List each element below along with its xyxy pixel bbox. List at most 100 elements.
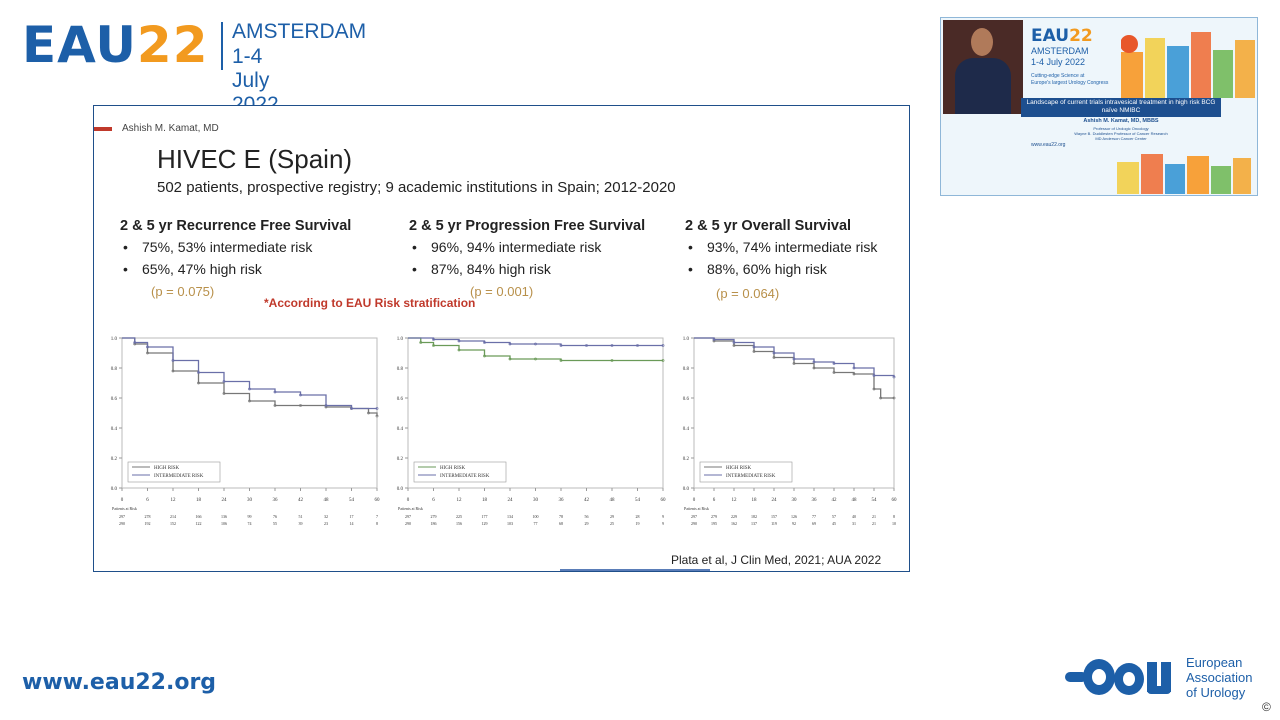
censor-mark [852,372,856,376]
x-tick-label: 42 [584,498,590,503]
censor-mark [133,341,137,344]
thumb-city: AMSTERDAM [1031,46,1089,56]
censor-mark [350,407,353,410]
speaker-video [943,20,1023,114]
x-tick-label: 36 [559,498,565,503]
censor-mark [610,359,614,362]
pfs-km-chart: 0.0 0.2 0.4 0.6 0.8 1.0 0 6 12 18 24 30 36 42 48 54 60 HI… [397,337,667,526]
y-tick-label: 0.8 [111,367,118,372]
risk-count: 122 [196,521,202,526]
x-tick-label: 30 [533,498,539,503]
km-line-intermediate-risk [694,337,895,377]
thumb-speaker-role-1: Professor of Urologic Oncology [1093,126,1149,131]
risk-count: 10 [892,521,896,526]
decorative-houses-bottom-icon [1117,154,1251,194]
y-tick-label: 0.8 [683,367,690,372]
risk-count: 8 [893,514,895,519]
risk-count: 7 [376,514,378,519]
x-tick-label: 12 [171,498,177,503]
risk-count: 8 [376,521,378,526]
censor-mark [273,404,277,407]
presentation-slide: Ashish M. Kamat, MD HIVEC E (Spain) 502 … [93,105,910,572]
accent-bar [94,127,112,131]
x-tick-label: 18 [196,498,202,503]
censor-mark [197,381,200,385]
censor-mark [483,354,486,358]
risk-count: 119 [771,521,777,526]
risk-count: 278 [145,514,151,519]
x-tick-label: 54 [872,498,878,503]
rfs-km-chart: 0.0 0.2 0.4 0.6 0.8 1.0 0 6 12 18 24 30 36 42 48 54 60 HI… [111,337,381,526]
risk-count: 28 [636,514,640,519]
censor-mark [752,350,756,353]
censor-mark [457,348,461,352]
risk-count: 21 [872,514,876,519]
legend-label: INTERMEDIATE RISK [440,474,490,479]
km-line-high-risk [122,337,378,416]
website-link[interactable]: www.eau22.org [22,670,217,695]
risk-count: 129 [482,521,488,526]
association-name-line-2: Association [1186,670,1253,685]
risk-count: 106 [221,521,227,526]
y-tick-label: 0.6 [111,397,118,402]
censor-mark [559,344,563,347]
censor-mark [432,344,435,347]
x-tick-label: 60 [661,498,667,503]
risk-count: 74 [248,521,252,526]
censor-mark [872,387,876,391]
risk-count: 103 [507,521,513,526]
speaker-head-icon [971,28,993,56]
km-line-high-risk [408,337,663,362]
x-tick-label: 0 [693,498,696,503]
y-tick-label: 0.2 [111,457,118,462]
risk-count: 214 [170,514,176,519]
risk-count: 297 [119,514,125,519]
x-tick-label: 60 [375,498,381,503]
censor-mark [812,360,816,364]
os-km-chart: 0.0 0.2 0.4 0.6 0.8 1.0 0 6 12 18 24 30 36 42 48 54 60 HI… [683,337,898,526]
x-tick-label: 48 [610,498,616,503]
x-tick-label: 30 [247,498,253,503]
risk-count: 290 [119,521,125,526]
rfs-bullet-2: 65%, 47% high risk [120,258,351,280]
risk-count: 225 [456,514,462,519]
logo-divider [221,22,223,70]
risk-count: 290 [691,521,697,526]
thumb-tagline-2: Europe's largest Urology Congress [1031,80,1109,86]
y-tick-label: 0.6 [683,397,690,402]
censor-mark [146,345,149,349]
risk-count: 40 [852,514,856,519]
y-tick-label: 0.2 [397,457,404,462]
censor-mark [585,344,588,347]
copyright-mark: © [1262,700,1271,714]
risk-count: 279 [431,514,437,519]
x-tick-label: 54 [349,498,355,503]
censor-mark [375,414,379,418]
x-tick-label: 24 [508,498,514,503]
risk-count: 76 [273,514,277,519]
censor-mark [852,366,856,370]
risk-count: 195 [711,521,717,526]
x-tick-label: 24 [222,498,228,503]
risk-count: 17 [350,514,354,519]
y-tick-label: 1.0 [683,337,690,342]
risk-count: 29 [610,514,614,519]
risk-count: 157 [771,514,777,519]
speaker-video-thumbnail[interactable]: EAU22 AMSTERDAM 1-4 July 2022 Cutting-ed… [940,17,1258,196]
risk-count: 134 [507,514,513,519]
slide-title: HIVEC E (Spain) [157,144,353,174]
x-tick-label: 0 [407,498,410,503]
censor-mark [661,359,665,362]
km-line-intermediate-risk [122,337,377,410]
pfs-bullet-1: 96%, 94% intermediate risk [409,236,645,258]
censor-mark [299,393,302,397]
x-tick-label: 36 [273,498,279,503]
x-tick-label: 60 [892,498,898,503]
thumb-speaker-role-2: Wayne B. Duddlesten Professor of Cancer … [1074,131,1168,136]
censor-mark [879,396,883,400]
risk-count: 25 [610,521,614,526]
x-tick-label: 30 [792,498,798,503]
os-pvalue: (p = 0.064) [716,286,780,301]
censor-mark [324,404,328,407]
risk-count: 21 [872,521,876,526]
